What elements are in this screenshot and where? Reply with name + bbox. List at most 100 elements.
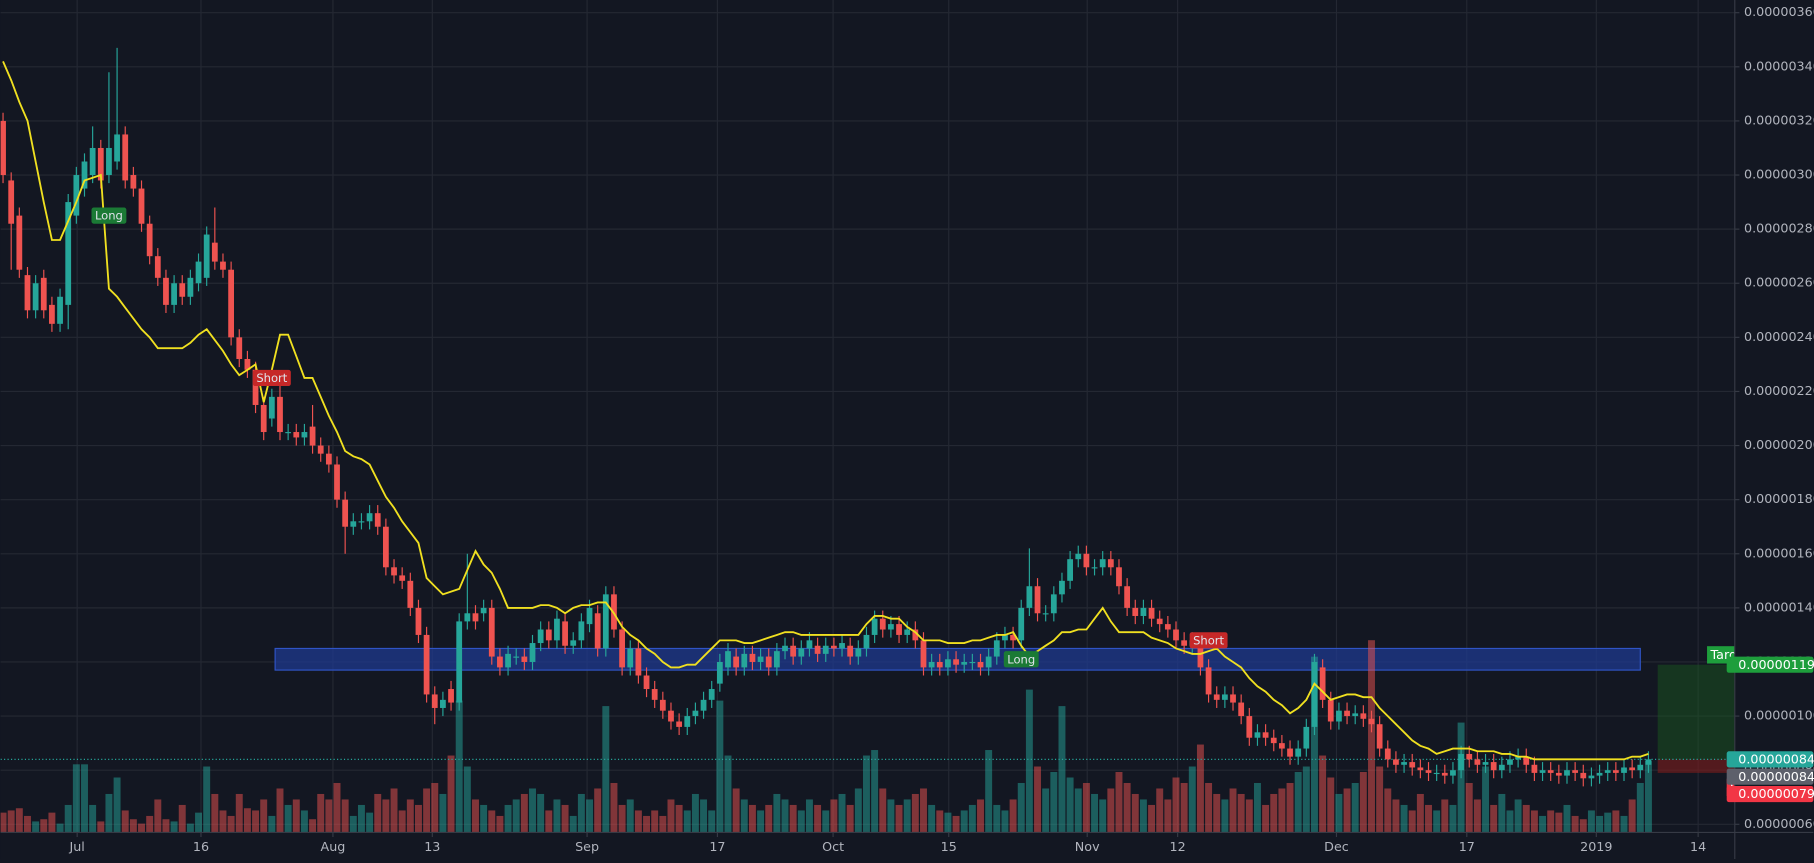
volume-bar — [178, 804, 186, 833]
candle-body — [382, 526, 389, 568]
candle-body — [1466, 753, 1473, 760]
volume-bar — [1042, 788, 1050, 833]
volume-bar — [1294, 772, 1302, 833]
candle-body — [1368, 718, 1375, 725]
candle-body — [708, 689, 715, 700]
candle-body — [260, 404, 267, 433]
volume-bar — [0, 812, 7, 833]
candle-body — [1376, 724, 1383, 749]
candle-body — [586, 607, 593, 625]
stop-zone — [1657, 759, 1735, 773]
volume-bar — [1205, 782, 1213, 833]
volume-bar — [398, 810, 406, 833]
candle-body — [1604, 770, 1611, 773]
candle-body — [1270, 737, 1277, 744]
volume-bar — [1115, 772, 1123, 833]
volume-bar — [1571, 815, 1579, 833]
candle-body — [171, 283, 177, 305]
y-tick-label: 0.00000060 — [1744, 816, 1814, 831]
candle-body — [1393, 759, 1399, 765]
candle-body — [1425, 770, 1432, 773]
volume-bar — [1335, 793, 1343, 833]
candle-body — [1042, 613, 1049, 615]
y-tick-label: 0.00000240 — [1744, 329, 1814, 344]
candle-body — [839, 643, 845, 649]
price-label: 0.00000119 — [1738, 657, 1814, 672]
candle-body — [97, 147, 104, 181]
candle-body — [1287, 748, 1293, 757]
candle-body — [1002, 634, 1008, 641]
candle-body — [1034, 586, 1041, 614]
volume-bar — [1376, 766, 1384, 833]
candle-body — [928, 661, 935, 668]
volume-bar — [406, 799, 414, 833]
candle-body — [602, 594, 609, 649]
volume-bar — [1644, 761, 1652, 833]
candle-body — [888, 624, 894, 630]
candle-body — [969, 661, 976, 664]
volume-bar — [1270, 793, 1278, 833]
candle-body — [985, 656, 992, 668]
volume-bar — [1188, 766, 1196, 833]
plot-area: TargSLongShortLongShort — [0, 47, 1735, 833]
candle-body — [1303, 726, 1310, 749]
volume-bar — [903, 799, 911, 833]
volume-bar — [1213, 793, 1221, 833]
volume-bar — [1425, 804, 1432, 833]
candle-body — [1050, 594, 1057, 614]
volume-bar — [520, 793, 528, 833]
candle-body — [220, 261, 226, 270]
candle-body — [285, 432, 292, 434]
candle-body — [1441, 772, 1448, 776]
candle-body — [643, 675, 650, 690]
volume-bar — [292, 799, 300, 833]
volume-bar — [243, 808, 251, 833]
volume-bar — [414, 804, 422, 833]
volume-bar — [211, 793, 219, 833]
candle-body — [1107, 559, 1114, 568]
y-tick-label: 0.00000300 — [1744, 167, 1814, 182]
y-tick-label: 0.00000320 — [1744, 112, 1814, 127]
signal-box — [1189, 632, 1228, 649]
candle-body — [1645, 759, 1652, 765]
axes: 0.000000600.000000800.000001000.00000120… — [69, 4, 1814, 854]
volume-bar — [1433, 810, 1441, 833]
volume-bar — [366, 812, 374, 833]
volume-bar — [284, 804, 292, 833]
candle-body — [505, 653, 511, 668]
candle-body — [472, 613, 479, 622]
candle-body — [130, 175, 137, 189]
volume-bar — [219, 810, 227, 833]
candle-body — [578, 621, 585, 641]
candle-body — [1197, 645, 1204, 668]
candle-body — [1295, 748, 1302, 757]
volume-bar — [325, 799, 333, 833]
volume-bar — [634, 810, 642, 833]
volume-bar — [1628, 799, 1636, 833]
volume-bar — [838, 793, 846, 833]
y-tick-label: 0.00000100 — [1744, 708, 1814, 723]
candle-body — [1173, 629, 1179, 641]
volume-bar — [1604, 812, 1612, 833]
candle-body — [1564, 770, 1570, 776]
volume-bar — [1123, 782, 1131, 833]
candle-body — [790, 645, 797, 657]
candle-body — [106, 147, 112, 176]
volume-bar — [626, 799, 634, 833]
price-label-box — [1726, 768, 1814, 785]
candle-body — [358, 521, 365, 523]
candle-body — [619, 629, 625, 668]
volume-bar — [879, 788, 887, 833]
signal-box — [252, 369, 291, 387]
volume-bar — [928, 804, 936, 833]
volume-bar — [1579, 819, 1587, 833]
y-tick-label: 0.00000360 — [1744, 4, 1814, 19]
volume-bar — [748, 804, 756, 833]
candle-body — [244, 358, 251, 370]
candle-body — [1352, 713, 1359, 717]
volume-bar — [822, 810, 830, 833]
volume-bar — [1465, 782, 1473, 833]
volume-bar — [1302, 766, 1310, 833]
volume-bar — [765, 804, 773, 833]
